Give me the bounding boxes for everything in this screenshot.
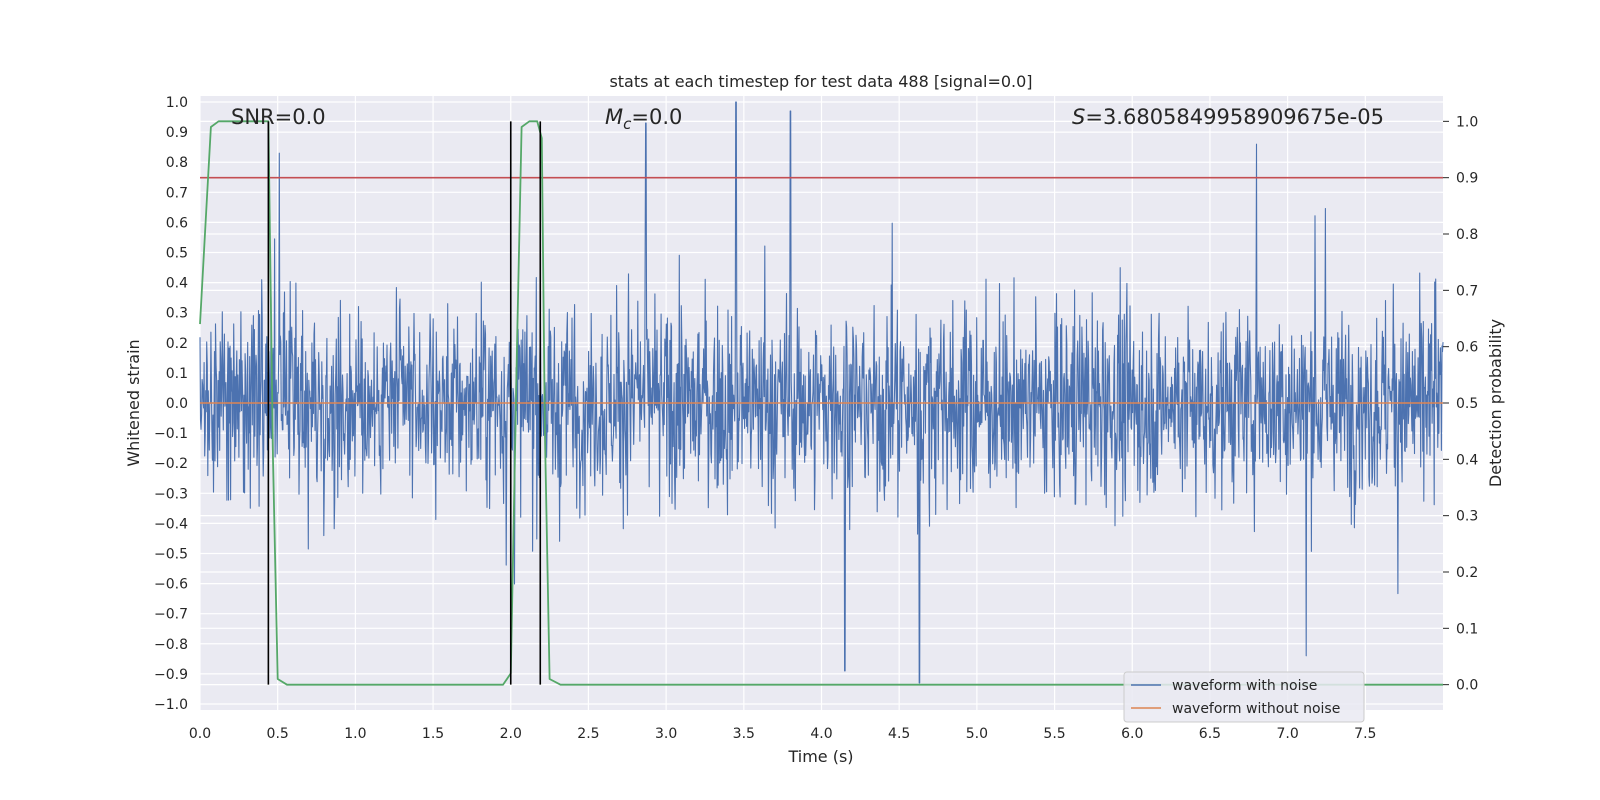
y2-axis-label: Detection probability <box>1486 319 1505 487</box>
y-tick-label: 1.0 <box>166 95 188 111</box>
x-tick-label: 6.5 <box>1199 726 1221 742</box>
y2-tick-label: 0.3 <box>1456 509 1478 525</box>
x-axis-label: Time (s) <box>787 747 853 766</box>
mc-subscript: c <box>623 115 632 133</box>
x-tick-label: 2.5 <box>577 726 599 742</box>
x-tick-label: 0.0 <box>189 726 211 742</box>
x-tick-label: 4.0 <box>810 726 832 742</box>
y2-tick-label: 0.7 <box>1456 283 1478 299</box>
x-tick-label: 4.5 <box>888 726 910 742</box>
x-tick-label: 3.0 <box>655 726 677 742</box>
y-tick-label: 0.4 <box>166 276 188 292</box>
y2-tick-label: 0.5 <box>1456 396 1478 412</box>
y-tick-label: −0.4 <box>154 516 188 532</box>
y-tick-label: −0.5 <box>154 546 188 562</box>
y2-tick-label: 0.4 <box>1456 452 1478 468</box>
y-tick-label: −0.6 <box>154 577 188 593</box>
s-value: =3.6805849958909675e-05 <box>1085 105 1384 129</box>
lines-group <box>199 120 1443 686</box>
y-tick-label: 0.2 <box>166 336 188 352</box>
chart-title: stats at each timestep for test data 488… <box>609 72 1032 91</box>
legend-label-noise: waveform with noise <box>1172 678 1317 694</box>
y-tick-label: 0.9 <box>166 125 188 141</box>
y-tick-label: 0.3 <box>166 306 188 322</box>
x-tick-label: 6.0 <box>1121 726 1143 742</box>
y-tick-label: 0.1 <box>166 366 188 382</box>
y2-tick-label: 1.0 <box>1456 114 1478 130</box>
y2-tick-label: 0.8 <box>1456 227 1478 243</box>
legend-label-clean: waveform without noise <box>1172 701 1340 717</box>
snr-annotation: SNR=0.0 <box>231 105 326 129</box>
x-tick-label: 5.5 <box>1043 726 1065 742</box>
y2-tick-label: 0.6 <box>1456 340 1478 356</box>
x-tick-label: 1.0 <box>344 726 366 742</box>
x-tick-label: 7.0 <box>1276 726 1298 742</box>
mc-value: =0.0 <box>631 105 682 129</box>
legend-box <box>1123 671 1365 723</box>
y-tick-label: −1.0 <box>154 697 188 713</box>
y-tick-label: 0.8 <box>166 155 188 171</box>
ticks-group: 0.0 0.5 1.0 1.5 2.0 2.5 3.0 3.5 4.0 4.5 5.0 5.5 6.0 6… <box>154 95 1478 742</box>
s-annotation: S=3.6805849958909675e-05 <box>1072 105 1384 129</box>
y2-tick-label: 0.2 <box>1456 565 1478 581</box>
y-tick-label: 0.7 <box>166 185 188 201</box>
x-tick-label: 5.0 <box>966 726 988 742</box>
x-tick-label: 3.5 <box>733 726 755 742</box>
series-waveform-with-noise <box>199 101 1444 684</box>
y-tick-label: 0.0 <box>166 396 188 412</box>
y-tick-label: −0.9 <box>154 667 188 683</box>
y-tick-label: −0.7 <box>154 607 188 623</box>
mc-symbol: M <box>605 105 623 129</box>
y-tick-label: −0.1 <box>154 426 188 442</box>
y2-tick-label: 0.0 <box>1456 678 1478 694</box>
x-tick-label: 2.0 <box>500 726 522 742</box>
y2-tick-label: 0.1 <box>1456 621 1478 637</box>
x-tick-label: 7.5 <box>1354 726 1376 742</box>
y-tick-label: 0.6 <box>166 215 188 231</box>
x-tick-label: 1.5 <box>422 726 444 742</box>
s-symbol: S <box>1072 105 1085 129</box>
y-tick-label: −0.2 <box>154 456 188 472</box>
y2-tick-label: 0.9 <box>1456 171 1478 187</box>
legend: waveform with noise waveform without noi… <box>1123 671 1365 723</box>
y-tick-label: −0.8 <box>154 637 188 653</box>
noise-series-group <box>199 101 1444 684</box>
x-tick-label: 0.5 <box>267 726 289 742</box>
y-tick-label: 0.5 <box>166 246 188 262</box>
y-tick-label: −0.3 <box>154 486 188 502</box>
mc-annotation: Mc=0.0 <box>605 105 682 133</box>
y-axis-label: Whitened strain <box>124 339 143 466</box>
